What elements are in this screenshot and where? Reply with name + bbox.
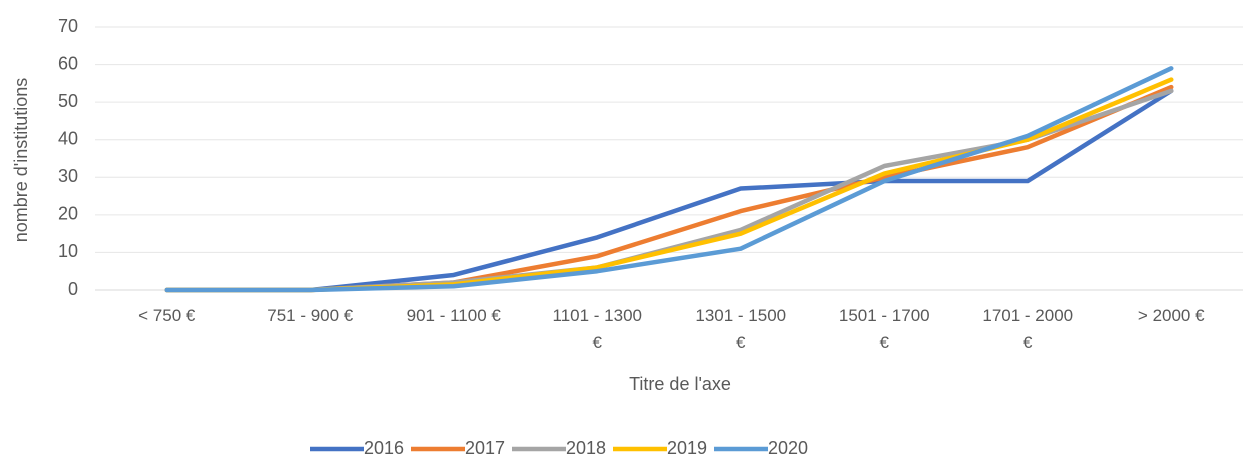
line-series (164, 66, 1174, 293)
y-tick-label: 40 (58, 128, 78, 148)
y-tick-label: 0 (68, 279, 78, 299)
y-tick-label: 20 (58, 204, 78, 224)
x-tick-label: 1101 - 1300 € (552, 306, 642, 352)
y-tick-label: 60 (58, 53, 78, 73)
legend-label: 2017 (465, 438, 505, 458)
legend-label: 2018 (566, 438, 606, 458)
x-tick-label: 901 - 1100 € (406, 306, 501, 325)
y-axis-title: nombre d'institutions (11, 78, 31, 243)
legend-label: 2019 (667, 438, 707, 458)
legend-label: 2020 (768, 438, 808, 458)
legend-label: 2016 (364, 438, 404, 458)
x-tick-label: 1501 - 1700 € (838, 306, 930, 352)
x-tick-label: 751 - 900 € (267, 306, 354, 325)
y-tick-label: 50 (58, 91, 78, 111)
y-tick-label: 10 (58, 241, 78, 261)
x-tick-label: < 750 € (138, 306, 196, 325)
x-axis-title: Titre de l'axe (629, 374, 731, 394)
y-tick-label: 70 (58, 16, 78, 36)
x-tick-label: 1701 - 2000 € (982, 306, 1074, 352)
x-tick-label: 1301 - 1500 € (695, 306, 787, 352)
x-tick-label: > 2000 € (1137, 306, 1205, 325)
y-tick-label: 30 (58, 166, 78, 186)
